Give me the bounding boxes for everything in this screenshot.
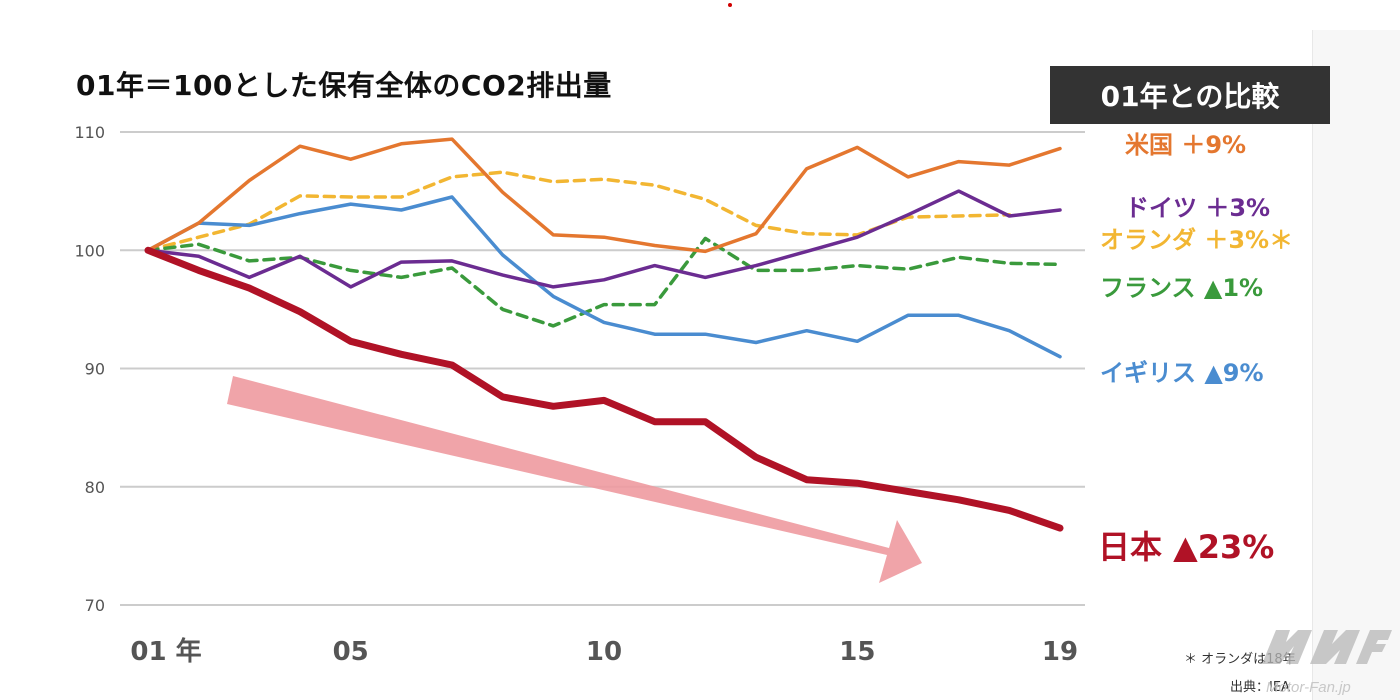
series-labels: 米国 ＋9% ドイツ ＋3% オランダ ＋3%＊ フランス ▲1% イギリス ▲9% 日本…: [1098, 131, 1293, 566]
series-line-uk: [146, 195, 1062, 359]
series-line-japan: [144, 246, 1064, 532]
series-line-usa: [146, 137, 1062, 254]
series-label-japan: 日本 ▲23%: [1098, 528, 1274, 566]
series-line-germany: [146, 189, 1062, 289]
x-tick-label: 15: [839, 637, 875, 667]
y-tick-label: 100: [74, 241, 105, 260]
grid-lines: [120, 131, 1085, 606]
series-label-france: フランス ▲1%: [1100, 274, 1263, 302]
y-tick-label: 90: [85, 360, 105, 379]
source-note: 出典：IEA: [1230, 680, 1290, 695]
top-marker-dot: [728, 3, 732, 7]
y-axis-ticks: 110 100 90 80 70: [74, 123, 105, 615]
x-tick-label: 19: [1042, 637, 1078, 667]
x-tick-label: 01 年: [130, 636, 201, 667]
downward-trend-arrow: [227, 376, 922, 583]
y-tick-label: 70: [85, 596, 105, 615]
comparison-header: 01年との比較: [1050, 66, 1330, 124]
comparison-header-label: 01年との比較: [1100, 80, 1280, 113]
y-tick-label: 110: [74, 123, 105, 142]
x-axis-ticks: 01 年 05 10 15 19: [130, 636, 1078, 667]
y-tick-label: 80: [85, 478, 105, 497]
series-line-netherlands: [146, 170, 1012, 253]
series-label-uk: イギリス ▲9%: [1100, 359, 1264, 387]
slide-edge: [1312, 30, 1400, 700]
series-lines: [144, 137, 1064, 532]
trend-arrow: [227, 376, 922, 583]
chart-title: 01年＝100とした保有全体のCO2排出量: [76, 69, 612, 102]
series-line-france: [146, 236, 1062, 328]
x-tick-label: 05: [333, 637, 369, 667]
footnote: ＊ オランダは18年: [1184, 652, 1296, 667]
series-label-usa: 米国 ＋9%: [1125, 131, 1246, 159]
series-label-germany: ドイツ ＋3%: [1125, 194, 1270, 222]
series-label-netherlands: オランダ ＋3%＊: [1100, 226, 1293, 254]
x-tick-label: 10: [586, 637, 622, 667]
